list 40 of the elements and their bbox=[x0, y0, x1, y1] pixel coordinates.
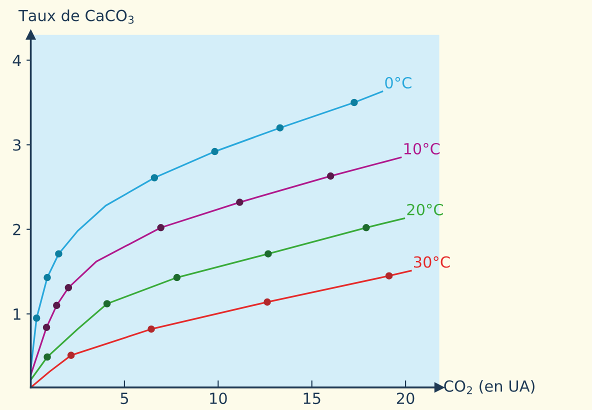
point bbox=[264, 250, 272, 258]
point bbox=[42, 324, 50, 332]
point bbox=[64, 284, 72, 292]
y-tick-label: 1 bbox=[14, 308, 20, 320]
x-tick-label: 5 bbox=[120, 392, 128, 404]
point bbox=[44, 274, 51, 282]
point bbox=[44, 353, 51, 361]
point bbox=[55, 250, 62, 258]
line-series bbox=[30, 156, 402, 376]
line-series bbox=[30, 218, 406, 381]
point bbox=[350, 98, 358, 106]
point bbox=[103, 300, 111, 308]
y-tick-label: 4 bbox=[12, 54, 21, 66]
line-series bbox=[30, 270, 412, 388]
point bbox=[150, 174, 158, 182]
point bbox=[173, 274, 181, 282]
series-label: 30°C bbox=[414, 256, 450, 268]
line-series bbox=[30, 90, 384, 370]
y-tick-label: 2 bbox=[13, 224, 20, 236]
x-axis-title: CO$_{2}$ (en UA) bbox=[444, 380, 534, 394]
point bbox=[385, 272, 393, 280]
point bbox=[157, 224, 164, 232]
x-tick-label: 20 bbox=[396, 392, 414, 404]
point bbox=[264, 298, 271, 306]
y-tick-label: 3 bbox=[13, 139, 21, 151]
point bbox=[67, 352, 75, 359]
point bbox=[276, 124, 284, 132]
series-label: 20°C bbox=[407, 204, 444, 216]
y-axis-title: Taux de CaCO$_{3}$ bbox=[18, 9, 134, 24]
series-label: 10°C bbox=[404, 142, 440, 154]
x-tick-label: 15 bbox=[304, 392, 320, 404]
point bbox=[362, 224, 370, 232]
point bbox=[53, 302, 60, 310]
x-tick-label: 10 bbox=[210, 392, 227, 404]
point bbox=[236, 198, 244, 206]
point bbox=[326, 172, 334, 180]
point bbox=[32, 314, 40, 322]
series-label: 0°C bbox=[385, 76, 412, 89]
point bbox=[148, 325, 155, 333]
point bbox=[211, 148, 218, 156]
